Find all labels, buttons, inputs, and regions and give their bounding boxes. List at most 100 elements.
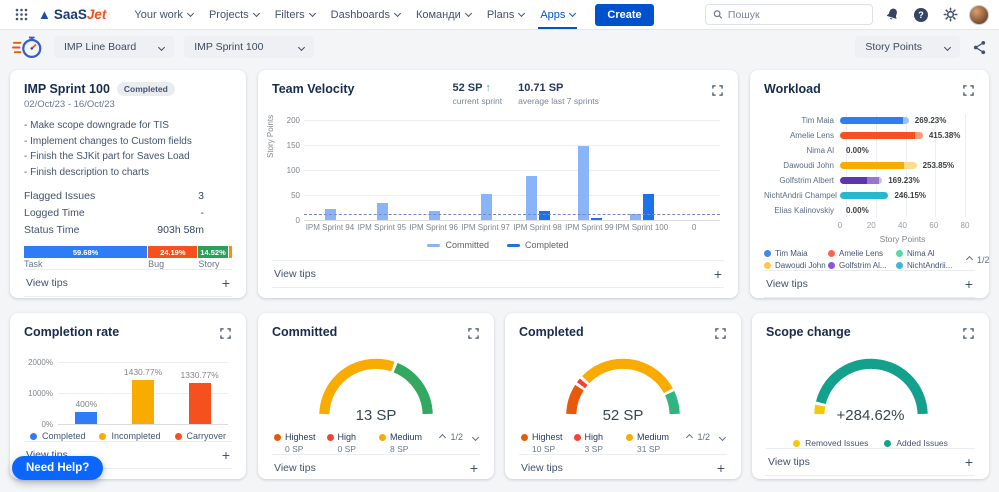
- current-sprint-stat: 52 SP ↑ current sprint: [452, 82, 503, 106]
- distribution-segment: 24.19% Bug: [148, 246, 198, 269]
- view-tips-row[interactable]: View tips +: [272, 260, 724, 288]
- sprint-stats: Flagged Issues 3 Logged Time - Status Time 90…: [24, 188, 232, 238]
- notifications-bell-icon[interactable]: [882, 5, 902, 25]
- legend-pager: 1/2: [435, 432, 480, 442]
- sprint-select[interactable]: IMP Sprint 100: [184, 36, 315, 58]
- chevron-down-icon: [252, 9, 260, 17]
- nav-item[interactable]: Your work: [126, 1, 201, 29]
- app-switcher-icon[interactable]: [10, 4, 32, 26]
- expand-icon[interactable]: [467, 325, 480, 345]
- distribution-segment: 59.68% Task: [24, 246, 148, 269]
- user-avatar[interactable]: [969, 4, 989, 25]
- workload-chart: Tim Maia 269.23% Amelie Lens 415.38% Nima Al…: [764, 114, 975, 247]
- chevron-down-icon: [298, 43, 306, 51]
- scope-change-gauge: +284.62%: [806, 349, 936, 426]
- expand-icon[interactable]: [711, 82, 724, 102]
- pager-up-icon[interactable]: [686, 433, 694, 441]
- add-tip-button[interactable]: +: [716, 460, 725, 476]
- nav-item[interactable]: Команди: [408, 1, 479, 29]
- need-help-button[interactable]: Need Help?: [12, 456, 104, 480]
- legend-item: Completed: [506, 240, 569, 250]
- metric-select[interactable]: Story Points: [855, 36, 960, 58]
- gauge-value: +284.62%: [836, 407, 905, 424]
- completion-bar: [188, 382, 211, 424]
- nav-item[interactable]: Dashboards: [323, 1, 408, 29]
- sprint-date-range: 02/Oct/23 - 16/Oct/23: [24, 99, 115, 110]
- saasjet-logo[interactable]: ▲ SaaSJet: [38, 6, 107, 22]
- nav-item[interactable]: Filters: [267, 1, 323, 29]
- legend-item: Tim Maia: [764, 249, 828, 258]
- velocity-bar: [578, 146, 589, 220]
- workload-card: Workload Tim Maia 269.23% Amelie Lens 415.3…: [750, 70, 999, 298]
- settings-gear-icon[interactable]: [940, 5, 960, 25]
- pager-up-icon[interactable]: [965, 255, 974, 264]
- legend-item: Added Issues: [884, 438, 948, 448]
- add-tip-button[interactable]: +: [469, 460, 478, 476]
- sprint-summary-card: IMP Sprint 100 Completed 02/Oct/23 - 16/…: [10, 70, 246, 298]
- view-tips-row[interactable]: View tips +: [519, 454, 727, 482]
- sprint-title: IMP Sprint 100: [24, 82, 110, 96]
- average-sprints-stat: 10.71 SP average last 7 sprints: [518, 82, 599, 106]
- add-tip-button[interactable]: +: [964, 454, 973, 470]
- sprint-goals: - Make scope downgrade for TIS - Implemen…: [24, 118, 232, 180]
- card-title: Committed: [272, 325, 338, 339]
- board-select[interactable]: IMP Line Board: [54, 36, 175, 58]
- legend-item: NichtAndrii...: [896, 261, 958, 270]
- gauge-value: 52 SP: [602, 407, 644, 424]
- pager-down-icon[interactable]: [718, 433, 727, 441]
- completion-legend: Completed Incompleted Carryover: [24, 431, 232, 441]
- distribution-segment: [228, 246, 232, 269]
- nav-item[interactable]: Apps: [532, 1, 583, 29]
- legend-pager: 1/2: [962, 255, 999, 265]
- velocity-bar: [630, 213, 641, 220]
- add-tip-button[interactable]: +: [221, 275, 230, 292]
- workload-row: Elias Kalinovskiy 0.00%: [774, 206, 869, 215]
- issue-distribution-chart: 59.68% Task 24.19% Bug 14.52% Story: [24, 246, 232, 269]
- team-velocity-card: Team Velocity 52 SP ↑ current sprint 10.…: [258, 70, 738, 298]
- workload-row: Golfstrim Albert 169.23%: [779, 176, 920, 185]
- add-tip-button[interactable]: +: [964, 276, 973, 292]
- committed-legend: Highest 0 SP High 0 SP Medium 8 SP 1/2: [272, 432, 480, 454]
- view-tips-row[interactable]: View tips +: [272, 454, 480, 482]
- velocity-bar: [591, 217, 602, 220]
- top-nav: ▲ SaaSJet Your work Projects Filters Dashbo…: [0, 0, 999, 30]
- chevron-down-icon: [569, 9, 577, 17]
- view-tips-row[interactable]: View tips +: [24, 269, 232, 298]
- expand-icon[interactable]: [714, 325, 727, 345]
- pager-down-icon[interactable]: [471, 433, 480, 441]
- search-box[interactable]: [705, 4, 873, 25]
- add-tip-button[interactable]: +: [221, 447, 230, 463]
- pager-up-icon[interactable]: [439, 433, 447, 441]
- view-tips-row[interactable]: View tips +: [766, 448, 975, 476]
- completed-gauge: 52 SP: [558, 349, 688, 426]
- search-input[interactable]: [727, 8, 865, 21]
- expand-icon[interactable]: [219, 325, 232, 345]
- card-title: Completed: [519, 325, 584, 339]
- expand-icon[interactable]: [962, 82, 975, 102]
- add-tip-button[interactable]: +: [713, 266, 722, 282]
- sprint-status-badge: Completed: [116, 82, 175, 96]
- legend-item: High 3 SP: [573, 432, 627, 454]
- legend-item: Removed Issues: [793, 438, 868, 448]
- velocity-bar: [643, 194, 654, 220]
- share-icon[interactable]: [972, 40, 987, 55]
- help-icon[interactable]: ?: [911, 5, 931, 25]
- legend-item: Nima Al: [896, 249, 958, 258]
- expand-icon[interactable]: [962, 325, 975, 345]
- workload-row: NichtAndrii Champel 246.15%: [764, 191, 927, 200]
- card-title: Completion rate: [24, 325, 120, 339]
- view-tips-row[interactable]: View tips +: [764, 270, 975, 298]
- committed-gauge: 13 SP: [311, 349, 441, 426]
- velocity-bar: [539, 211, 550, 220]
- completed-legend: Highest 10 SP High 3 SP Medium 31 SP 1/2: [519, 432, 727, 454]
- chevron-down-icon: [308, 9, 316, 17]
- nav-item[interactable]: Plans: [479, 1, 533, 29]
- average-line: [304, 213, 720, 215]
- completed-card: Completed 52 SP Highest 10 SP High 3 SP Medi…: [505, 313, 741, 482]
- nav-item[interactable]: Projects: [201, 1, 267, 29]
- card-title: Team Velocity: [272, 82, 355, 96]
- create-button[interactable]: Create: [595, 3, 654, 26]
- legend-item: Highest 0 SP: [274, 432, 327, 454]
- workload-row: Nima Al 0.00%: [806, 146, 869, 155]
- team-velocity-chart: Story Points 0 50 100 150 200 IPM Sprint 94 I…: [266, 115, 724, 250]
